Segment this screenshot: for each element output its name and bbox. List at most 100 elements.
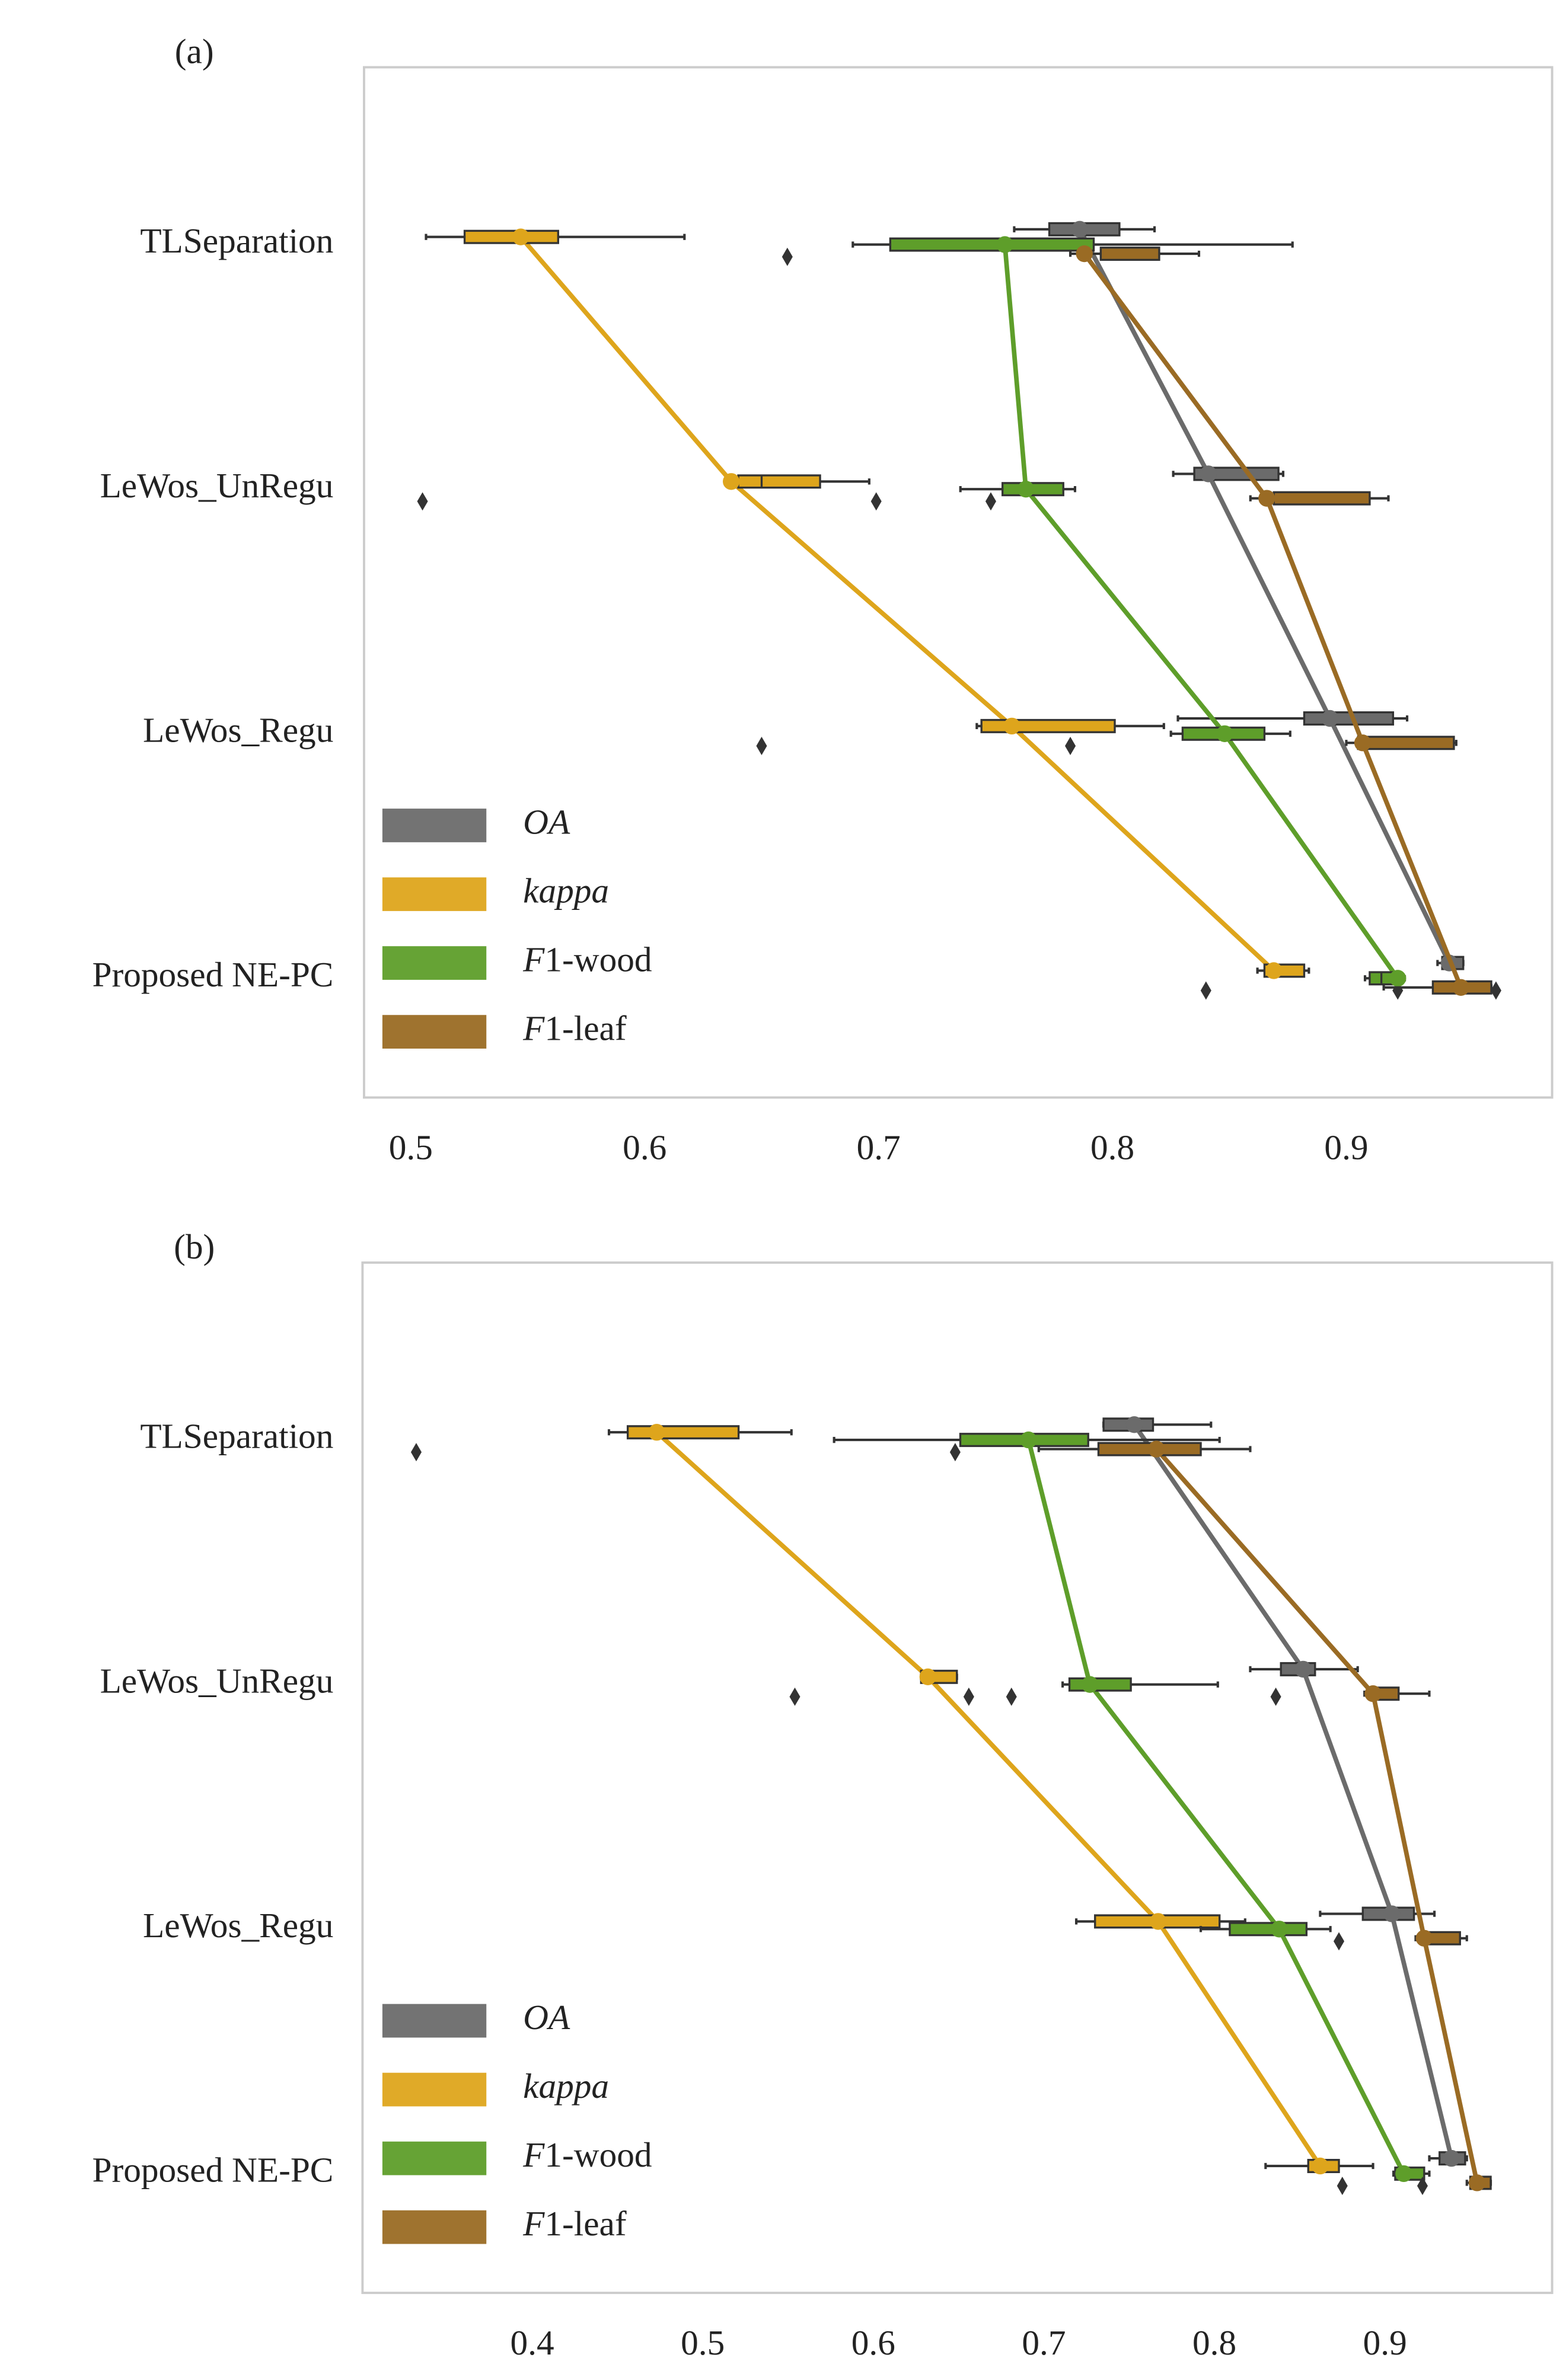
mean-point [1468,2174,1486,2191]
mean-point [1081,1676,1099,1693]
mean-line [1002,244,1400,980]
y-tick-label: LeWos_UnRegu [100,466,334,505]
outlier [1334,1932,1345,1951]
mean-line [1132,1423,1454,2159]
x-tick-label: 0.7 [857,1127,901,1167]
mean-point [1148,1440,1165,1458]
box [1099,247,1160,261]
x-tick-label: 0.4 [510,2323,554,2362]
y-tick-label: Proposed NE-PC [93,2150,334,2189]
mean-point [1452,979,1469,996]
x-tick-label: 0.6 [623,1127,666,1167]
x-tick-label: 0.7 [1022,2323,1066,2362]
mean-point [1003,717,1020,735]
legend-label: F1-leaf [522,1008,627,1047]
legend-label: kappa [523,871,609,910]
mean-line [1082,252,1463,989]
x-tick-label: 0.6 [851,2323,895,2362]
mean-line [655,1430,1322,2168]
mean-point [1076,245,1093,263]
x-tick-label: 0.9 [1324,1127,1368,1167]
outlier [985,492,997,511]
legend-swatch [382,2141,487,2175]
outlier [1200,981,1211,1000]
mean-point [1312,2157,1329,2175]
box [1229,1922,1308,1937]
y-tick-label: LeWos_Regu [143,710,333,749]
legend-swatch [382,2210,487,2244]
outlier [1270,1687,1281,1706]
x-tick-label: 0.8 [1192,2323,1236,2362]
mean-point [1071,221,1089,238]
mean-point [1321,710,1339,727]
mean-line [1026,1439,1406,2175]
outlier [1337,2177,1348,2195]
mean-point [1149,1913,1167,1930]
outlier [963,1687,974,1706]
outlier [1417,2177,1428,2195]
legend-swatch [382,809,487,842]
mean-point [919,1668,937,1685]
outlier [756,736,767,755]
mean-point [996,236,1013,253]
box [889,237,1095,252]
mean-line [1154,1448,1479,2184]
x-tick-label: 0.8 [1090,1127,1134,1167]
plot-frame [363,66,1554,1099]
legend-swatch [382,877,487,911]
outlier [417,492,428,511]
x-tick-label: 0.5 [681,2323,725,2362]
y-tick-label: TLSeparation [140,1417,333,1456]
mean-point [1020,1431,1037,1449]
x-tick-label: 0.5 [389,1127,433,1167]
mean-point [1271,1921,1288,1938]
legend-label: OA [523,1998,570,2037]
y-tick-label: TLSeparation [140,221,333,260]
legend-swatch [382,2004,487,2038]
box [1068,1677,1132,1692]
mean-point [1216,725,1233,742]
mean-point [648,1424,665,1441]
mean-point [1364,1685,1382,1702]
box [1272,491,1371,506]
box [980,718,1116,733]
panel-label: (b) [174,1227,215,1266]
mean-line [519,235,1275,973]
legend-label: OA [523,802,570,841]
panel-label: (a) [175,31,214,71]
y-tick-label: Proposed NE-PC [93,955,334,994]
mean-point [1389,970,1406,987]
legend-swatch [382,1015,487,1049]
mean-point [512,228,530,245]
box [1357,736,1455,750]
outlier [870,492,882,511]
outlier [949,1443,961,1462]
outlier [1490,981,1501,1000]
mean-point [1200,465,1217,483]
outlier [410,1443,422,1462]
mean-point [1383,1905,1401,1922]
y-tick-label: LeWos_UnRegu [100,1661,334,1700]
legend-swatch [382,2072,487,2107]
legend-label: kappa [523,2066,609,2106]
mean-point [1017,480,1035,498]
legend-label: F1-wood [522,940,652,979]
mean-point [1415,1929,1433,1947]
box [626,1425,740,1440]
mean-point [1354,734,1372,752]
y-tick-label: LeWos_Regu [143,1906,333,1945]
outlier [1006,1687,1017,1706]
plot-frame [361,1261,1554,2294]
mean-point [1395,2165,1412,2183]
box [737,474,821,489]
mean-point [1258,490,1275,507]
legend-swatch [382,946,487,980]
box [1303,711,1395,726]
outlier [789,1687,800,1706]
mean-point [722,473,740,490]
box [463,229,559,244]
mean-point [1265,962,1283,979]
x-tick-label: 0.9 [1363,2323,1407,2362]
mean-point [1125,1416,1143,1433]
